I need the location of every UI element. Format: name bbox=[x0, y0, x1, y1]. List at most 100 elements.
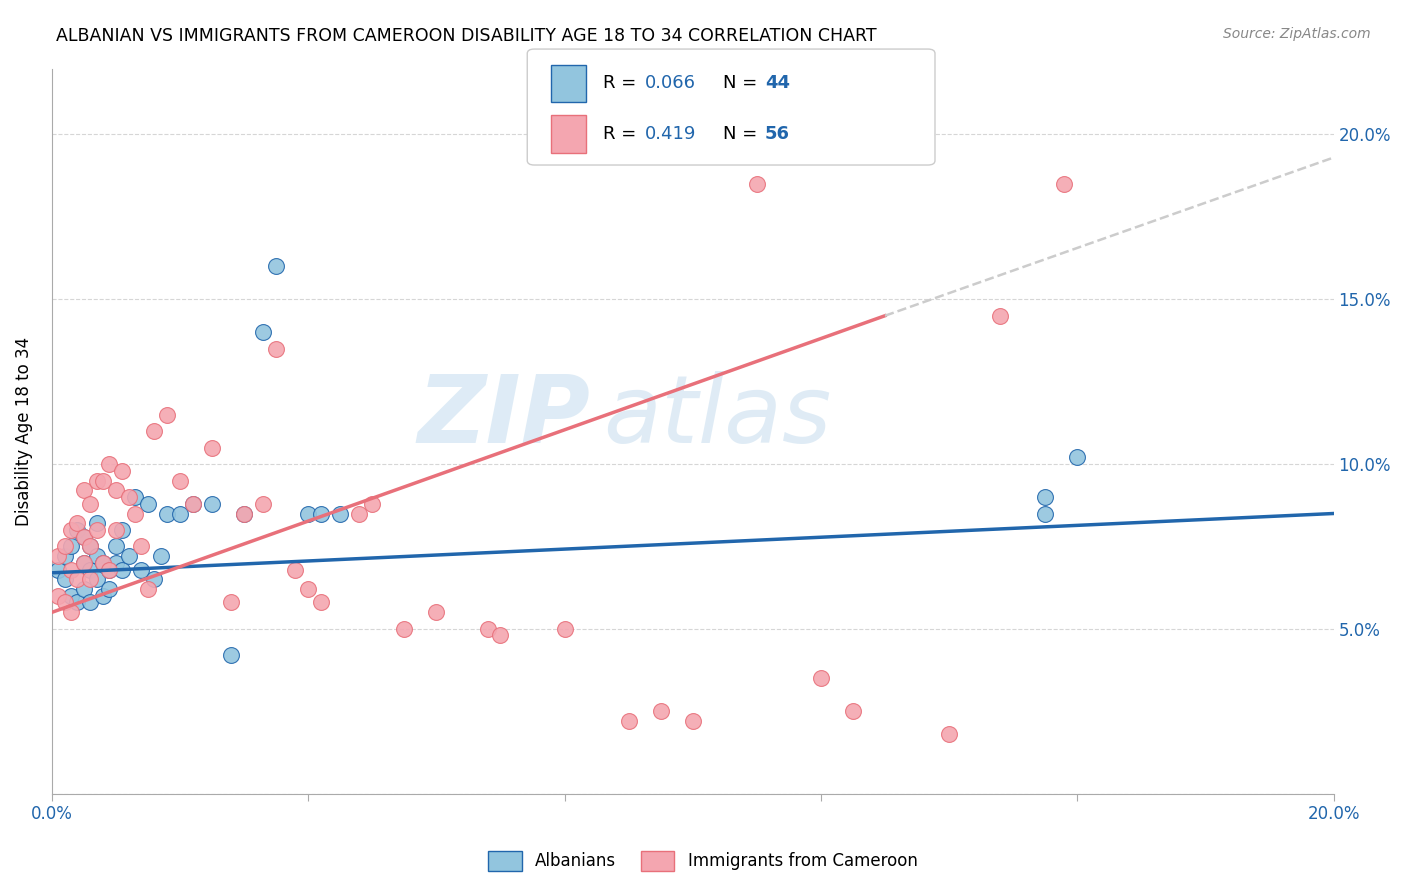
Point bbox=[201, 497, 224, 511]
Point bbox=[938, 727, 960, 741]
Point bbox=[104, 483, 127, 498]
Point bbox=[86, 474, 108, 488]
Point bbox=[219, 595, 242, 609]
Legend: Albanians, Immigrants from Cameroon: Albanians, Immigrants from Cameroon bbox=[479, 842, 927, 880]
Point bbox=[111, 562, 134, 576]
Point bbox=[79, 540, 101, 554]
Point bbox=[73, 530, 96, 544]
Point bbox=[53, 595, 76, 609]
Point bbox=[79, 595, 101, 609]
Point bbox=[124, 507, 146, 521]
Point bbox=[136, 497, 159, 511]
Point bbox=[53, 540, 76, 554]
Point bbox=[98, 582, 121, 597]
Point bbox=[86, 516, 108, 531]
Point bbox=[86, 573, 108, 587]
Text: N =: N = bbox=[723, 75, 762, 93]
Point bbox=[86, 549, 108, 564]
Point bbox=[79, 562, 101, 576]
Point bbox=[650, 704, 672, 718]
Point bbox=[118, 490, 141, 504]
Point bbox=[98, 562, 121, 576]
Point bbox=[1033, 490, 1056, 504]
Point bbox=[98, 457, 121, 471]
Point bbox=[118, 549, 141, 564]
Point bbox=[617, 714, 640, 728]
Point bbox=[264, 342, 287, 356]
Point bbox=[349, 507, 371, 521]
Point bbox=[79, 497, 101, 511]
Point bbox=[59, 562, 82, 576]
Point bbox=[46, 589, 69, 603]
Point bbox=[169, 507, 191, 521]
Point bbox=[252, 325, 274, 339]
Point bbox=[394, 622, 416, 636]
Point bbox=[297, 507, 319, 521]
Point bbox=[59, 589, 82, 603]
Point bbox=[73, 483, 96, 498]
Point bbox=[149, 549, 172, 564]
Point bbox=[53, 549, 76, 564]
Point bbox=[66, 516, 89, 531]
Point bbox=[143, 573, 166, 587]
Point bbox=[842, 704, 865, 718]
Text: R =: R = bbox=[603, 125, 643, 143]
Point bbox=[1033, 507, 1056, 521]
Point bbox=[264, 260, 287, 274]
Point bbox=[91, 474, 114, 488]
Text: 56: 56 bbox=[765, 125, 790, 143]
Point bbox=[79, 540, 101, 554]
Text: Source: ZipAtlas.com: Source: ZipAtlas.com bbox=[1223, 27, 1371, 41]
Point bbox=[91, 556, 114, 570]
Point bbox=[181, 497, 204, 511]
Point bbox=[233, 507, 256, 521]
Point bbox=[59, 523, 82, 537]
Point bbox=[91, 556, 114, 570]
Text: atlas: atlas bbox=[603, 371, 831, 462]
Point bbox=[86, 523, 108, 537]
Point bbox=[104, 540, 127, 554]
Point bbox=[53, 573, 76, 587]
Point bbox=[219, 648, 242, 663]
Point bbox=[111, 523, 134, 537]
Text: 0.066: 0.066 bbox=[645, 75, 696, 93]
Y-axis label: Disability Age 18 to 34: Disability Age 18 to 34 bbox=[15, 336, 32, 525]
Point bbox=[91, 589, 114, 603]
Point bbox=[131, 540, 153, 554]
Point bbox=[73, 530, 96, 544]
Point bbox=[73, 556, 96, 570]
Point bbox=[143, 424, 166, 438]
Point bbox=[682, 714, 704, 728]
Point bbox=[66, 595, 89, 609]
Point bbox=[233, 507, 256, 521]
Point bbox=[309, 507, 332, 521]
Point bbox=[201, 441, 224, 455]
Point bbox=[111, 464, 134, 478]
Point bbox=[59, 606, 82, 620]
Point bbox=[131, 562, 153, 576]
Point bbox=[1066, 450, 1088, 465]
Point bbox=[66, 573, 89, 587]
Point bbox=[136, 582, 159, 597]
Text: N =: N = bbox=[723, 125, 762, 143]
Point bbox=[361, 497, 384, 511]
Text: ALBANIAN VS IMMIGRANTS FROM CAMEROON DISABILITY AGE 18 TO 34 CORRELATION CHART: ALBANIAN VS IMMIGRANTS FROM CAMEROON DIS… bbox=[56, 27, 877, 45]
Point bbox=[73, 582, 96, 597]
Point bbox=[66, 523, 89, 537]
Point bbox=[329, 507, 352, 521]
Point bbox=[810, 671, 832, 685]
Point bbox=[156, 408, 179, 422]
Point bbox=[46, 549, 69, 564]
Point bbox=[745, 177, 768, 191]
Point bbox=[59, 540, 82, 554]
Point bbox=[104, 556, 127, 570]
Point bbox=[553, 622, 575, 636]
Point bbox=[46, 562, 69, 576]
Point bbox=[169, 474, 191, 488]
Point bbox=[1053, 177, 1076, 191]
Point bbox=[98, 562, 121, 576]
Text: 0.419: 0.419 bbox=[645, 125, 697, 143]
Point bbox=[489, 628, 512, 642]
Point bbox=[309, 595, 332, 609]
Point bbox=[284, 562, 307, 576]
